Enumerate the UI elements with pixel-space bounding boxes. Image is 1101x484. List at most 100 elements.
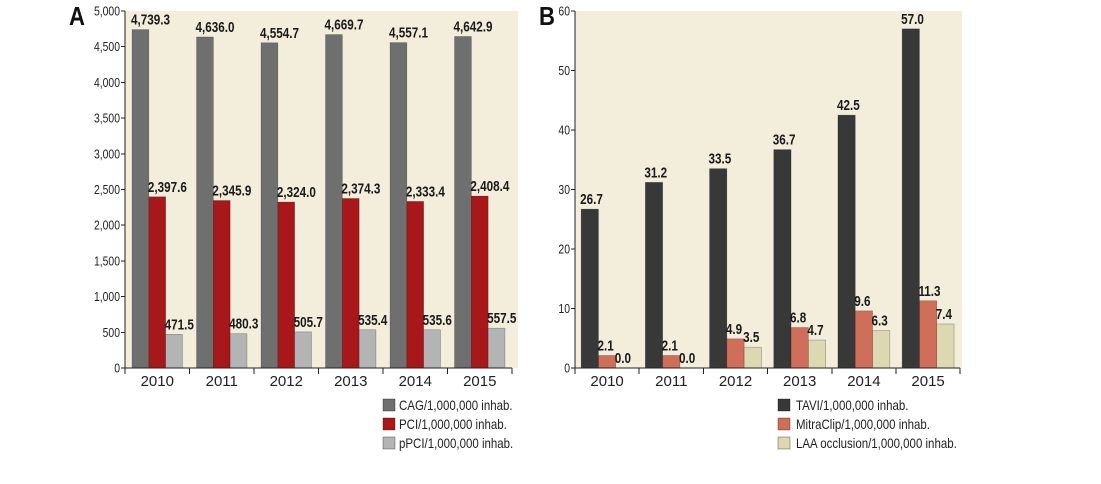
legend-swatch-mitraclip — [777, 417, 791, 431]
legend-swatch-ppci — [382, 436, 396, 450]
bar-cag-2013 — [325, 34, 343, 369]
data-label-cag-2015: 4,642.9 — [454, 18, 493, 35]
bar-mitraclip-2014 — [854, 310, 873, 369]
bar-laa-occlusion-2015 — [936, 323, 955, 369]
bars — [131, 29, 506, 369]
data-labels: 4,739.3 4,636.0 4,554.7 4,669.7 4,557.1 4,642… — [131, 11, 517, 332]
y-tick-label-4000: 4,000 — [94, 76, 120, 90]
plot-a: 4,739.3 4,636.0 4,554.7 4,669.7 4,557.1 4,642… — [94, 4, 518, 390]
legend-item-ppci: pPCI/1,000,000 inhab. — [382, 435, 513, 451]
data-label-tavi-2013: 36.7 — [773, 131, 796, 148]
axes: 0 500 1,000 1,500 2,000 2,500 3,000 3,500 4,000 4… — [94, 4, 513, 390]
bar-ppci-2012 — [294, 331, 312, 369]
legend-label-ppci: pPCI/1,000,000 inhab. — [399, 435, 513, 451]
bar-laa-occlusion-2013 — [808, 339, 826, 369]
data-label-mitraclip-2014: 9.6 — [854, 292, 870, 309]
data-label-pci-2010: 2,397.6 — [148, 178, 187, 195]
y-tick-label-2000: 2,000 — [94, 219, 120, 233]
legend-swatch-laa-occlusion — [777, 436, 791, 450]
data-label-mitraclip-2012: 4.9 — [726, 320, 742, 337]
y-tick-label-0: 0 — [114, 361, 120, 375]
data-label-pci-2015: 2,408.4 — [470, 178, 509, 195]
data-label-cag-2014: 4,557.1 — [389, 24, 428, 41]
data-label-laa-occlusion-2015: 7.4 — [936, 306, 953, 323]
bar-pci-2012 — [277, 201, 295, 369]
y-tick-label-1000: 1,000 — [94, 290, 120, 304]
x-tick-label-2010: 2010 — [590, 373, 623, 390]
data-label-cag-2013: 4,669.7 — [325, 16, 364, 33]
x-tick-label-2013: 2013 — [334, 373, 367, 390]
data-label-pci-2011: 2,345.9 — [212, 182, 251, 199]
panel-b: B 26.7 31.2 33.5 36.7 42.5 57.0 2.1 2.1 4.9 6.8 9.… — [539, 2, 962, 451]
legend-b: TAVI/1,000,000 inhab. MitraClip/1,000,00… — [777, 397, 957, 451]
legend-item-tavi: TAVI/1,000,000 inhab. — [777, 397, 908, 413]
bar-cag-2010 — [131, 29, 150, 369]
data-label-laa-occlusion-2011: 0.0 — [679, 350, 695, 367]
data-label-ppci-2013: 535.4 — [358, 311, 388, 328]
data-label-laa-occlusion-2014: 6.3 — [872, 312, 888, 329]
y-tick-label-1500: 1,500 — [94, 254, 120, 268]
bar-ppci-2014 — [423, 329, 441, 369]
plot-b: 26.7 31.2 33.5 36.7 42.5 57.0 2.1 2.1 4.9 6.8 9.6 1… — [558, 4, 962, 390]
bar-tavi-2012 — [709, 168, 728, 369]
bar-tavi-2013 — [773, 149, 792, 369]
y-tick-label-3500: 3,500 — [94, 112, 120, 126]
legend-swatch-tavi — [777, 398, 791, 412]
data-label-pci-2014: 2,333.4 — [406, 183, 445, 200]
legend-item-mitraclip: MitraClip/1,000,000 inhab. — [777, 416, 930, 432]
bar-cag-2012 — [260, 42, 279, 369]
data-label-ppci-2010: 471.5 — [165, 316, 195, 333]
legend-label-mitraclip: MitraClip/1,000,000 inhab. — [796, 416, 930, 432]
data-label-cag-2012: 4,554.7 — [260, 24, 299, 41]
data-labels: 26.7 31.2 33.5 36.7 42.5 57.0 2.1 2.1 4.9 6.8 9.6 1… — [580, 10, 952, 366]
bar-cag-2015 — [454, 36, 472, 369]
x-tick-label-2011: 2011 — [655, 373, 687, 390]
y-tick-label-20: 20 — [558, 242, 570, 256]
bar-tavi-2011 — [645, 182, 663, 369]
bar-mitraclip-2013 — [790, 327, 809, 369]
data-label-cag-2010: 4,739.3 — [131, 11, 170, 28]
bar-mitraclip-2011 — [662, 355, 681, 369]
data-label-tavi-2014: 42.5 — [837, 97, 860, 114]
legend-a: CAG/1,000,000 inhab. PCI/1,000,000 inhab… — [382, 397, 513, 451]
data-label-mitraclip-2015: 11.3 — [918, 282, 940, 299]
data-label-ppci-2015: 557.5 — [487, 310, 517, 327]
data-label-ppci-2012: 505.7 — [294, 314, 323, 331]
y-tick-label-4500: 4,500 — [94, 40, 120, 54]
x-tick-label-2015: 2015 — [911, 373, 944, 390]
x-tick-label-2014: 2014 — [399, 373, 432, 390]
data-label-tavi-2012: 33.5 — [709, 150, 732, 167]
y-tick-label-5000: 5,000 — [94, 4, 120, 18]
x-tick-label-2011: 2011 — [206, 373, 238, 390]
bar-pci-2010 — [148, 196, 166, 369]
bar-pci-2013 — [342, 198, 360, 369]
panel-a: A 4,739.3 4,636.0 4,554.7 4,669.7 4,557.1 4,6… — [69, 2, 518, 451]
legend-label-laa-occlusion: LAA occlusion/1,000,000 inhab. — [796, 435, 957, 451]
panel-a-label: A — [69, 2, 85, 31]
bar-pci-2014 — [406, 201, 424, 369]
plot-background — [575, 11, 962, 368]
data-label-tavi-2011: 31.2 — [644, 164, 667, 181]
x-tick-label-2013: 2013 — [783, 373, 816, 390]
bar-ppci-2013 — [358, 329, 377, 369]
legend-label-pci: PCI/1,000,000 inhab. — [399, 416, 507, 432]
bar-cag-2014 — [389, 42, 408, 369]
bar-laa-occlusion-2012 — [743, 346, 762, 369]
bar-tavi-2010 — [580, 208, 599, 369]
legend-item-laa-occlusion: LAA occlusion/1,000,000 inhab. — [777, 435, 957, 451]
axes: 0 10 20 30 40 50 60 2010 2011 2012 2013 2014 2015 — [558, 4, 961, 390]
x-tick-label-2012: 2012 — [270, 373, 303, 390]
x-tick-label-2010: 2010 — [141, 373, 174, 390]
y-tick-label-60: 60 — [558, 4, 570, 18]
panel-b-label: B — [539, 2, 555, 31]
x-tick-label-2012: 2012 — [719, 373, 752, 390]
legend-label-tavi: TAVI/1,000,000 inhab. — [796, 397, 908, 413]
bar-laa-occlusion-2014 — [872, 330, 891, 369]
data-label-mitraclip-2011: 2.1 — [662, 337, 679, 354]
data-label-laa-occlusion-2012: 3.5 — [743, 329, 760, 346]
x-tick-label-2015: 2015 — [463, 373, 496, 390]
bar-tavi-2014 — [837, 114, 856, 369]
y-tick-label-50: 50 — [558, 64, 570, 78]
y-tick-label-2500: 2,500 — [94, 183, 120, 197]
bar-cag-2011 — [196, 36, 214, 369]
